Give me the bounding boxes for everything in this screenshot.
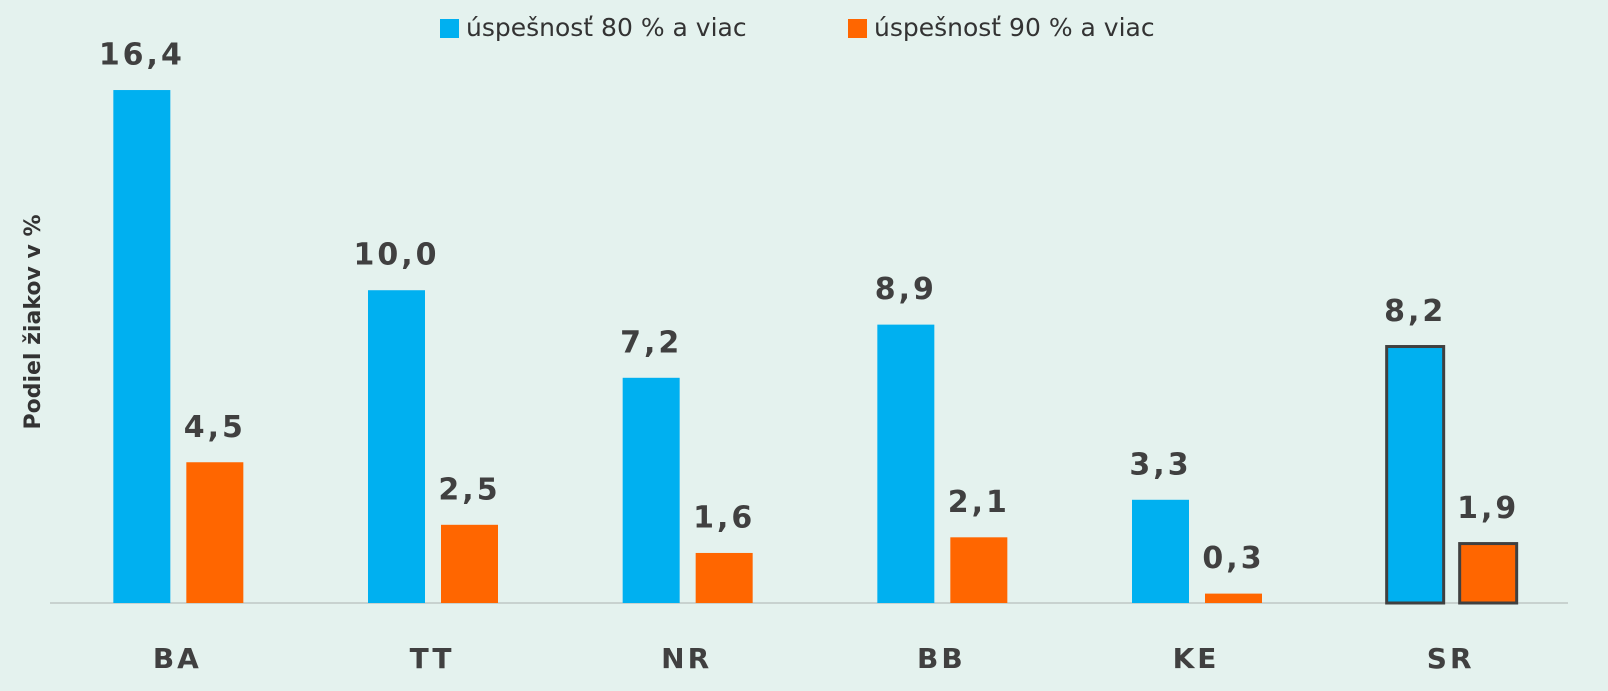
data-label: 4,5 [184, 410, 246, 445]
data-label: 10,0 [353, 238, 439, 273]
bar [113, 90, 171, 604]
data-label: 16,4 [99, 38, 185, 73]
bar [622, 377, 680, 603]
legend-label: úspešnosť 90 % a viac [874, 13, 1155, 42]
data-label: 3,3 [1129, 447, 1191, 482]
data-label: 8,2 [1384, 294, 1446, 329]
x-tick-label: BB [917, 642, 966, 675]
data-label: 1,6 [693, 500, 755, 535]
data-label: 8,9 [875, 272, 937, 307]
bar [1205, 593, 1262, 603]
bar [368, 290, 425, 603]
x-tick-label: TT [410, 642, 455, 675]
bar [1385, 345, 1446, 605]
bar [950, 537, 1008, 603]
bar [1458, 542, 1519, 605]
legend-swatch [848, 19, 867, 38]
legend-label: úspešnosť 80 % a viac [466, 13, 747, 42]
bar [877, 324, 935, 603]
legend-swatch [440, 19, 459, 38]
y-axis-label: Podiel žiakov v % [21, 214, 46, 429]
data-label: 2,1 [948, 485, 1010, 520]
bar [695, 552, 753, 603]
bar [186, 462, 244, 603]
x-tick-label: BA [153, 642, 202, 675]
data-label: 7,2 [620, 325, 682, 360]
data-label: 2,5 [438, 472, 500, 507]
x-tick-label: SR [1427, 642, 1475, 675]
x-tick-label: KE [1173, 642, 1220, 675]
bar [1132, 499, 1189, 603]
x-tick-label: NR [661, 642, 712, 675]
data-label: 1,9 [1457, 491, 1519, 526]
bar [441, 524, 498, 603]
data-label: 0,3 [1202, 541, 1264, 576]
